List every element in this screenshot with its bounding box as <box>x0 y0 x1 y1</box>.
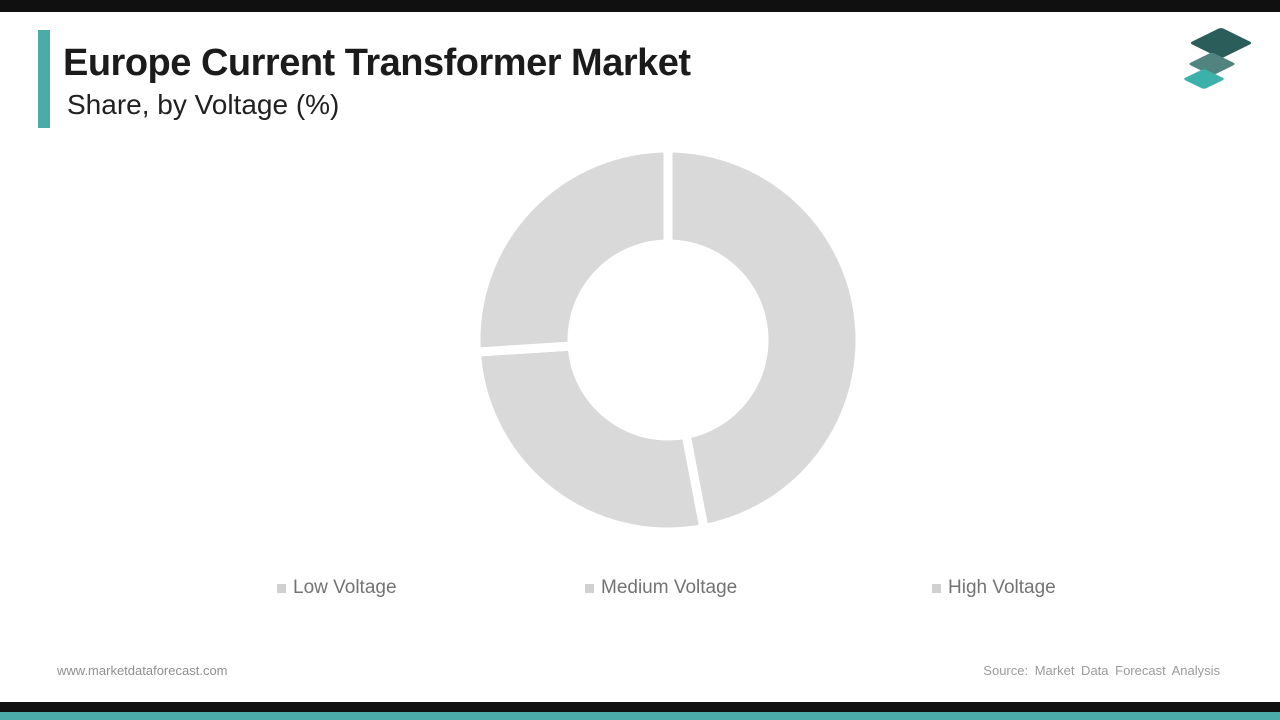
footer-website: www.marketdataforecast.com <box>57 663 228 678</box>
page-title: Europe Current Transformer Market <box>63 42 691 84</box>
top-brand-bar <box>0 0 1280 12</box>
bottom-brand-bar <box>0 702 1280 712</box>
logo-layer-bottom <box>1184 69 1224 89</box>
legend-marker-icon <box>585 583 594 593</box>
logo-layer-top <box>1190 28 1252 58</box>
donut-slice-high-voltage <box>476 148 673 357</box>
legend-marker-icon <box>932 583 941 593</box>
donut-chart <box>476 148 860 532</box>
donut-slice-medium-voltage <box>476 341 710 532</box>
page-subtitle: Share, by Voltage (%) <box>67 89 340 120</box>
donut-slice-low-voltage <box>663 148 860 532</box>
stacked-layers-icon <box>1184 28 1252 89</box>
legend-item-low-voltage: Low Voltage <box>277 577 397 599</box>
legend-item-high-voltage: High Voltage <box>932 577 1056 599</box>
legend-item-medium-voltage: Medium Voltage <box>585 577 737 599</box>
legend-label: Low Voltage <box>293 577 397 598</box>
logo-layer-middle <box>1189 52 1235 76</box>
legend-marker-icon <box>277 583 286 593</box>
legend-label: High Voltage <box>948 577 1056 598</box>
bottom-accent-bar <box>0 712 1280 720</box>
title-accent-bar <box>38 30 50 128</box>
footer-source: Source: Market Data Forecast Analysis <box>983 663 1220 678</box>
legend-label: Medium Voltage <box>601 577 738 598</box>
